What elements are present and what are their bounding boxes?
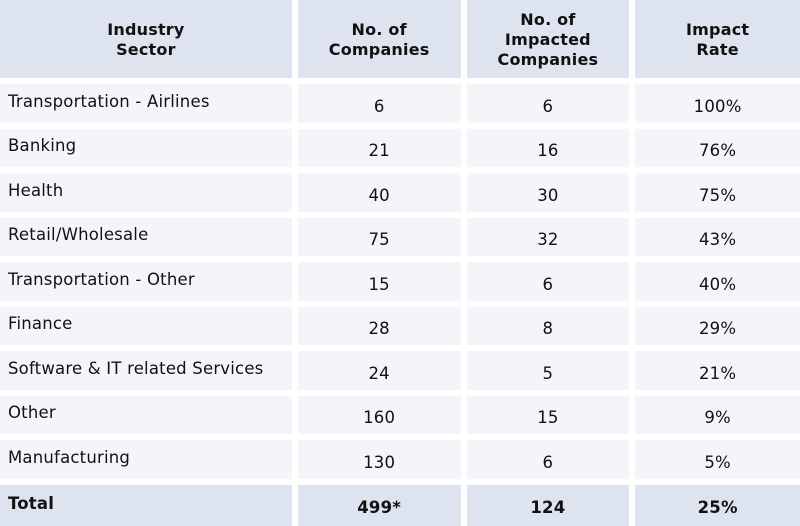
- table-row: Health 40 30 75%: [0, 173, 800, 212]
- companies-cell: 40: [297, 173, 461, 212]
- sector-cell: Health: [0, 173, 292, 212]
- sector-cell: Other: [0, 395, 292, 434]
- sector-cell: Transportation - Other: [0, 262, 292, 301]
- companies-cell: 15: [297, 262, 461, 301]
- impacted-cell: 5: [466, 351, 630, 390]
- table-header-row: Industry Sector No. of Companies No. of …: [0, 0, 800, 78]
- total-rate: 25%: [635, 484, 800, 526]
- rate-cell: 21%: [635, 351, 800, 390]
- table-row: Other 160 15 9%: [0, 395, 800, 434]
- rate-cell: 43%: [635, 217, 800, 256]
- total-companies: 499*: [297, 484, 461, 526]
- sector-cell: Banking: [0, 128, 292, 167]
- rate-cell: 100%: [635, 84, 800, 123]
- rate-cell: 40%: [635, 262, 800, 301]
- table-total-row: Total 499* 124 25%: [0, 484, 800, 526]
- header-industry-sector: Industry Sector: [0, 0, 292, 78]
- impacted-cell: 32: [466, 217, 630, 256]
- rate-cell: 29%: [635, 306, 800, 345]
- rate-cell: 5%: [635, 440, 800, 479]
- table-row: Transportation - Other 15 6 40%: [0, 262, 800, 301]
- impacted-cell: 6: [466, 440, 630, 479]
- sector-cell: Finance: [0, 306, 292, 345]
- sector-cell: Retail/Wholesale: [0, 217, 292, 256]
- table-row: Transportation - Airlines 6 6 100%: [0, 84, 800, 123]
- table-row: Software & IT related Services 24 5 21%: [0, 351, 800, 390]
- sector-cell: Manufacturing: [0, 440, 292, 479]
- table-row: Banking 21 16 76%: [0, 128, 800, 167]
- companies-cell: 28: [297, 306, 461, 345]
- impacted-cell: 8: [466, 306, 630, 345]
- companies-cell: 130: [297, 440, 461, 479]
- impacted-cell: 16: [466, 128, 630, 167]
- rate-cell: 76%: [635, 128, 800, 167]
- companies-cell: 160: [297, 395, 461, 434]
- companies-cell: 24: [297, 351, 461, 390]
- header-no-of-companies: No. of Companies: [297, 0, 461, 78]
- total-label: Total: [0, 484, 292, 526]
- impacted-cell: 6: [466, 262, 630, 301]
- companies-cell: 21: [297, 128, 461, 167]
- companies-cell: 75: [297, 217, 461, 256]
- sector-cell: Software & IT related Services: [0, 351, 292, 390]
- total-impacted: 124: [466, 484, 630, 526]
- table-row: Finance 28 8 29%: [0, 306, 800, 345]
- table-row: Retail/Wholesale 75 32 43%: [0, 217, 800, 256]
- header-no-of-impacted-companies: No. of Impacted Companies: [466, 0, 630, 78]
- rate-cell: 75%: [635, 173, 800, 212]
- impacted-cell: 6: [466, 84, 630, 123]
- impacted-cell: 15: [466, 395, 630, 434]
- header-impact-rate: Impact Rate: [635, 0, 800, 78]
- table-row: Manufacturing 130 6 5%: [0, 440, 800, 479]
- companies-cell: 6: [297, 84, 461, 123]
- rate-cell: 9%: [635, 395, 800, 434]
- impacted-cell: 30: [466, 173, 630, 212]
- sector-cell: Transportation - Airlines: [0, 84, 292, 123]
